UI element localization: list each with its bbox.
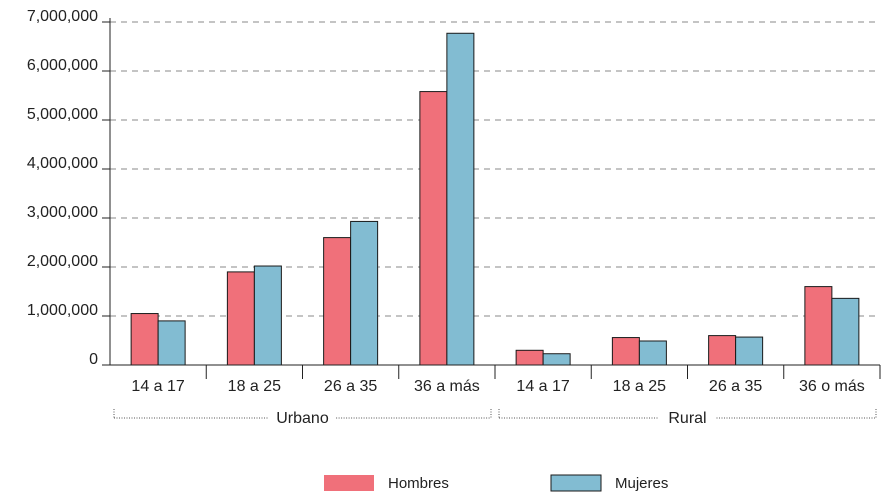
y-tick-label: 2,000,000 [27,253,98,270]
bar-mujeres [735,336,764,366]
bar-mujeres [542,353,571,366]
category-groups: Urbano Rural [113,409,877,427]
y-tick-label: 5,000,000 [27,106,98,123]
y-tick-label: 6,000,000 [27,57,98,74]
y-tick-label: 4,000,000 [27,155,98,172]
legend-label-hombres: Hombres [388,475,449,492]
x-tick-label: 14 a 17 [516,378,569,395]
y-tick-label: 1,000,000 [27,302,98,319]
x-tick-label: 18 a 25 [613,378,666,395]
group-label: Urbano [276,410,329,427]
y-tick-label: 3,000,000 [27,204,98,221]
bar-hombres [708,335,737,366]
y-axis-ticks: 0 1,000,000 2,000,000 3,000,000 4,000,000 5,0… [27,8,110,368]
gridlines [110,21,880,317]
bar-mujeres [446,32,475,366]
bar-hombres [226,271,255,366]
bar-hombres [323,237,352,366]
x-tick-label: 14 a 17 [131,378,184,395]
x-tick-label: 26 a 35 [709,378,762,395]
y-tick-label: 0 [89,351,98,368]
bar-hombres [611,337,640,366]
bar-mujeres [253,265,282,366]
x-tick-label: 36 o más [799,378,865,395]
bar-mujeres [638,340,667,366]
x-tick-label: 18 a 25 [228,378,281,395]
x-axis-ticks: 14 a 17 18 a 25 26 a 35 36 a más 14 a 17 18 a… [131,365,881,395]
bar-mujeres [157,320,186,366]
legend: Hombres Mujeres [324,474,668,492]
axes [109,18,880,366]
bar-hombres [130,313,159,366]
bar-mujeres [350,220,379,366]
x-tick-label: 36 a más [414,378,480,395]
x-tick-label: 26 a 35 [324,378,377,395]
bar-mujeres [831,297,860,366]
group-label: Rural [668,410,706,427]
bar-hombres [419,91,448,366]
y-tick-label: 7,000,000 [27,8,98,25]
bars [130,32,860,366]
bar-hombres [515,349,544,366]
legend-swatch-hombres [324,475,374,491]
bar-hombres [804,286,833,366]
legend-swatch-mujeres [550,474,602,492]
legend-label-mujeres: Mujeres [615,475,668,492]
